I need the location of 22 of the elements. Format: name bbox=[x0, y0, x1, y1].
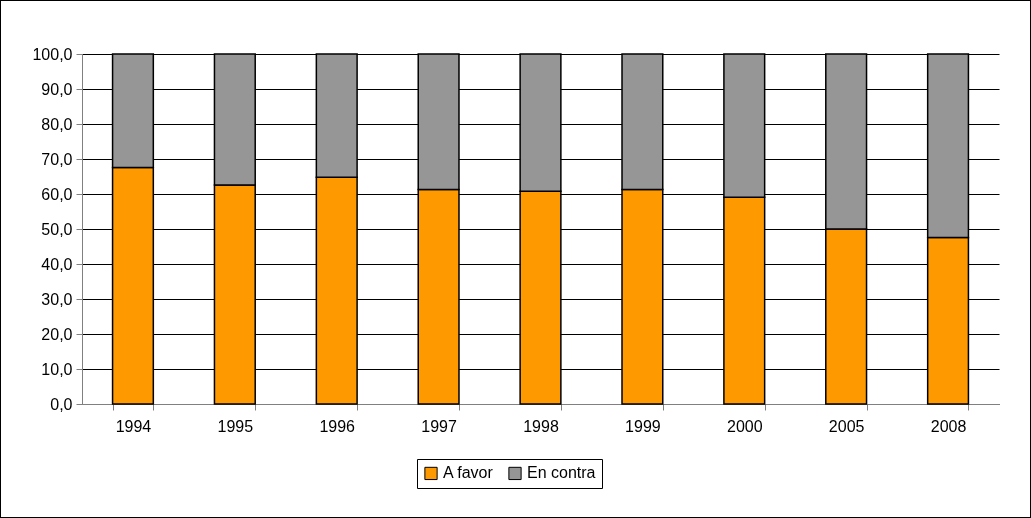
y-tick-label: 40,0 bbox=[41, 255, 73, 273]
x-tick-label: 2000 bbox=[726, 417, 763, 435]
x-tick-label: 1998 bbox=[523, 417, 559, 435]
x-tick-label: 1997 bbox=[421, 417, 458, 435]
y-tick-label: 10,0 bbox=[41, 360, 73, 378]
y-tick-label: 60,0 bbox=[41, 185, 73, 203]
x-tick-label: 1999 bbox=[625, 417, 661, 435]
x-tick-label: 2008 bbox=[930, 417, 967, 435]
y-tick-label: 80,0 bbox=[41, 115, 73, 133]
legend-label: A favor bbox=[443, 464, 494, 482]
x-tick-label: 1994 bbox=[115, 417, 152, 435]
y-tick-label: 100,0 bbox=[32, 45, 73, 63]
y-tick-label: 0,0 bbox=[50, 395, 73, 413]
y-tick-label: 90,0 bbox=[41, 80, 73, 98]
legend-label: En contra bbox=[527, 464, 596, 482]
x-tick-label: 2005 bbox=[828, 417, 865, 435]
x-tick-label: 1995 bbox=[217, 417, 254, 435]
y-tick-label: 50,0 bbox=[41, 220, 73, 238]
y-tick-label: 70,0 bbox=[41, 150, 73, 168]
y-tick-label: 20,0 bbox=[41, 325, 73, 343]
y-tick-label: 30,0 bbox=[41, 290, 73, 308]
x-tick-label: 1996 bbox=[319, 417, 356, 435]
